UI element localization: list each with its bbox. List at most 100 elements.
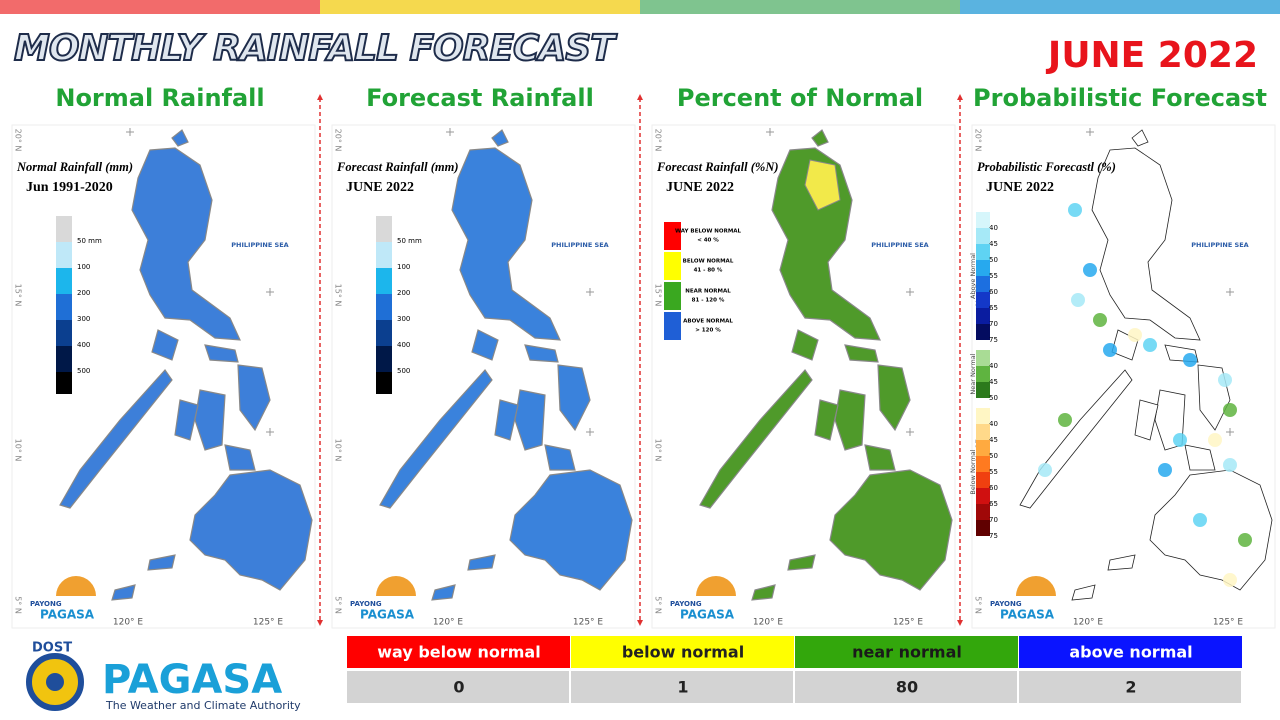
legend-swatch [56, 320, 72, 346]
legend-range: 41 - 80 % [694, 268, 723, 274]
map-subtitle: JUNE 2022 [666, 180, 734, 195]
legend-label: 300 [397, 315, 410, 323]
sea-label: PHILIPPINE SEA [231, 241, 288, 249]
probability-dot [1158, 463, 1172, 477]
legend-swatch [664, 282, 681, 310]
island [431, 584, 456, 601]
lon-label: 120° E [113, 618, 144, 628]
panel-heading: Forecast Rainfall [366, 84, 594, 112]
count-text: 80 [896, 678, 918, 697]
island [509, 469, 633, 591]
probability-dot [1128, 328, 1142, 342]
legend-label: ABOVE NORMAL [683, 319, 733, 325]
legend-swatch [976, 228, 990, 244]
island [147, 554, 176, 571]
legend-swatch [56, 372, 72, 394]
panel-logo-top: PAYONG [30, 600, 62, 608]
island [237, 364, 271, 432]
panel-logo-main: PAGASA [680, 608, 735, 622]
island [524, 344, 559, 363]
panel: Forecast Rainfall PHILIPPINE SEA 120° E 125… [317, 84, 636, 629]
map-title: Forecast Rainfall (%N) [656, 160, 779, 174]
header-cell [571, 636, 794, 668]
legend-label: 200 [397, 289, 410, 297]
slide-date: JUNE 2022 [1045, 35, 1258, 76]
map [379, 128, 633, 601]
grid-cross [586, 428, 594, 436]
legend-label: 45 [989, 240, 998, 248]
legend-label: 70 [989, 516, 998, 524]
probability-dot [1223, 403, 1237, 417]
island [787, 554, 816, 571]
map [1019, 128, 1273, 601]
lon-label: 125° E [253, 618, 284, 628]
header-text: above normal [1069, 643, 1192, 662]
map-subtitle: JUNE 2022 [346, 180, 414, 195]
island [467, 554, 496, 571]
map-subtitle: Jun 1991-2020 [26, 180, 113, 195]
count-cell [795, 671, 1017, 703]
legend-swatch [56, 346, 72, 372]
lat-label: 15° N [14, 284, 23, 307]
lat-label: 20° N [654, 129, 663, 152]
lat-label: 20° N [14, 129, 23, 152]
header-text: way below normal [377, 643, 540, 662]
legend-label: 50 mm [397, 237, 422, 245]
legend-label: 55 [989, 468, 998, 476]
legend-label: 100 [397, 263, 410, 271]
legend-swatch [376, 268, 392, 294]
map-subtitle: JUNE 2022 [986, 180, 1054, 195]
legend-label: 500 [397, 367, 410, 375]
legend-swatch [976, 366, 990, 382]
legend-swatch [976, 350, 990, 366]
probability-dot [1183, 353, 1197, 367]
header-cell [1019, 636, 1242, 668]
lat-label: 5° N [334, 596, 343, 614]
umbrella [56, 576, 96, 596]
legend-swatch [976, 324, 990, 340]
grid-cross [906, 288, 914, 296]
island [491, 129, 509, 147]
probability-dot [1068, 203, 1082, 217]
island [204, 344, 239, 363]
panel: Percent of Normal PHILIPPINE SEA 120° E 125… [637, 84, 956, 629]
grid-cross [1226, 428, 1234, 436]
legend-swatch [376, 242, 392, 268]
legend-swatch [56, 216, 72, 242]
legend-label: 40 [989, 362, 998, 370]
lon-label: 120° E [433, 618, 464, 628]
header-text: below normal [622, 643, 744, 662]
lat-label: 20° N [974, 129, 983, 152]
island [864, 444, 896, 471]
panel: Normal Rainfall PHILIPPINE SEA 120° E 125° … [11, 84, 316, 629]
grid-cross [446, 128, 454, 136]
island [751, 584, 776, 601]
grid-cross [1086, 128, 1094, 136]
header-cell [795, 636, 1018, 668]
legend-swatch [976, 308, 990, 324]
umbrella [696, 576, 736, 596]
probability-dot [1223, 458, 1237, 472]
probability-dot [1058, 413, 1072, 427]
footer-logo: DOST PAGASA The Weather and Climate Auth… [26, 641, 301, 712]
legend-swatch [976, 260, 990, 276]
probability-dot [1143, 338, 1157, 352]
map-title: Probabilistic Forecastl (%) [977, 160, 1116, 174]
legend-label: 55 [989, 272, 998, 280]
region [804, 159, 841, 211]
legend-label: 300 [77, 315, 90, 323]
island [699, 369, 813, 509]
probability-dot [1193, 513, 1207, 527]
lat-label: 10° N [334, 439, 343, 462]
island [1149, 469, 1273, 591]
island [111, 584, 136, 601]
slide-title: MONTHLY RAINFALL FORECAST [14, 28, 617, 69]
island [544, 444, 576, 471]
grid-cross [266, 288, 274, 296]
panels: Normal Rainfall PHILIPPINE SEA 120° E 125° … [11, 84, 1276, 629]
top-strip [640, 0, 960, 14]
probability-dot [1071, 293, 1085, 307]
legend-label: 65 [989, 500, 998, 508]
lon-label: 120° E [1073, 618, 1104, 628]
